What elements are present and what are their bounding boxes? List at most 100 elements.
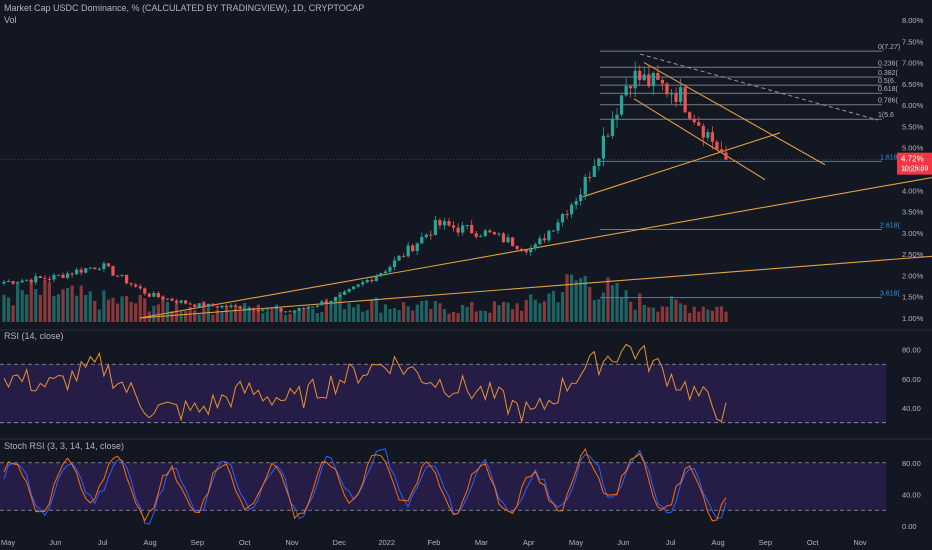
candle: [574, 201, 578, 205]
volume-bar: [619, 297, 624, 322]
volume-bar: [701, 306, 705, 322]
candle: [206, 303, 210, 307]
candle: [451, 225, 456, 228]
volume-bar: [306, 306, 310, 322]
candle: [429, 234, 433, 236]
stoch-rsi-label: Stoch RSI (3, 3, 14, 14, close): [4, 441, 125, 451]
volume-bar: [61, 289, 65, 322]
volume-bar: [211, 314, 215, 322]
y-tick-label: 2.00%: [902, 271, 924, 280]
candle: [438, 220, 442, 226]
candle: [565, 214, 569, 216]
candle: [638, 70, 642, 81]
candle: [193, 304, 197, 307]
candle: [111, 266, 115, 276]
candle: [320, 301, 324, 306]
candle: [656, 72, 660, 80]
candle: [156, 292, 160, 298]
candle: [143, 288, 147, 294]
x-tick-label: Jul: [98, 538, 108, 547]
candle: [361, 282, 365, 285]
stoch-tick-label: 0.00: [902, 522, 917, 531]
candle: [274, 308, 279, 310]
y-tick-label: 5.50%: [902, 122, 924, 131]
volume-bar: [501, 301, 506, 322]
volume-bar: [125, 295, 129, 322]
candle: [215, 306, 220, 308]
volume-bar: [629, 301, 633, 322]
volume-bar: [461, 304, 465, 322]
volume-bar: [252, 310, 256, 322]
candle: [701, 125, 705, 138]
y-tick-label: 6.50%: [902, 80, 924, 89]
candle: [302, 308, 306, 310]
volume-bar: [488, 312, 492, 322]
volume-bar: [229, 311, 233, 322]
x-tick-label: Feb: [428, 538, 441, 547]
candle: [202, 303, 206, 307]
volume-bar: [79, 285, 83, 322]
candle: [601, 135, 605, 159]
candle: [256, 310, 260, 312]
volume-bar: [665, 306, 669, 322]
volume-bar: [320, 312, 324, 322]
candle: [579, 194, 583, 202]
rsi-tick-label: 40.00: [902, 404, 921, 413]
volume-bar: [710, 310, 714, 322]
candle: [597, 158, 601, 166]
volume-bar: [352, 307, 356, 322]
volume-bar: [75, 295, 79, 322]
candle: [25, 279, 29, 281]
fib-level-label: 2.618(: [880, 222, 901, 229]
candle: [560, 214, 565, 223]
candle: [397, 255, 401, 261]
candle: [333, 296, 338, 302]
volume-bar: [338, 292, 342, 322]
volume-bar: [479, 310, 483, 322]
candle: [283, 311, 288, 313]
candle: [306, 307, 310, 309]
volume-bar: [274, 304, 279, 322]
volume-bar: [633, 309, 637, 322]
candle: [520, 248, 524, 251]
candle: [501, 233, 506, 243]
volume-bar: [184, 311, 188, 322]
y-tick-label: 7.50%: [902, 37, 924, 46]
volume-bar: [574, 280, 578, 322]
rsi-tick-label: 60.00: [902, 375, 921, 384]
volume-bar: [456, 313, 460, 322]
volume-bar: [233, 305, 238, 322]
volume-bar: [120, 296, 124, 322]
candle: [65, 273, 70, 278]
volume-bar: [588, 287, 592, 322]
volume-bar: [510, 309, 515, 322]
volume-bar: [379, 312, 383, 322]
volume-bar: [506, 302, 510, 322]
candle: [710, 132, 714, 142]
volume-bar: [420, 300, 424, 322]
candle: [61, 274, 65, 278]
candle: [651, 72, 655, 87]
candle: [383, 271, 388, 274]
volume-bar: [424, 300, 428, 322]
volume-bar: [678, 303, 683, 322]
volume-bar: [570, 274, 574, 322]
candle: [633, 70, 637, 89]
candle: [406, 245, 410, 257]
trendline: [582, 132, 781, 198]
volume-bar: [34, 289, 38, 322]
x-tick-label: Dec: [333, 538, 347, 547]
candle: [29, 279, 33, 283]
candle: [674, 93, 678, 102]
volume-bar: [206, 307, 210, 322]
candle: [115, 275, 120, 277]
candle: [93, 267, 97, 269]
candle: [642, 74, 646, 81]
candle: [715, 141, 719, 150]
candle: [102, 263, 106, 269]
volume-bar: [651, 307, 655, 322]
volume-bar: [374, 297, 378, 322]
fib-level-label: 0.618(: [878, 86, 899, 93]
volume-bar: [215, 309, 220, 322]
